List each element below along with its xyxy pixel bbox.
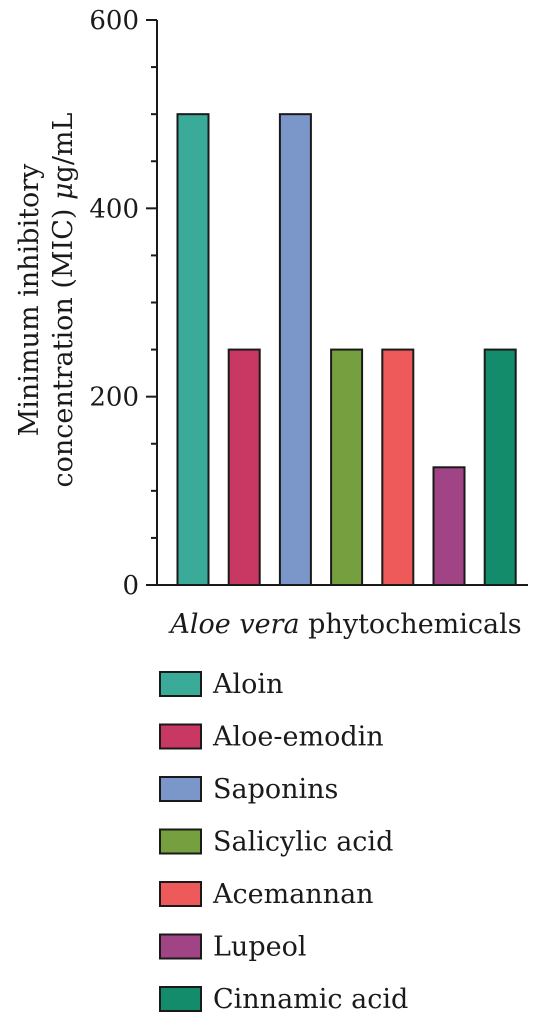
y-tick-label: 600 [89,6,139,36]
legend-swatch-saponins [159,776,202,802]
legend-label-cinnamic-acid: Cinnamic acid [213,984,408,1015]
bar-aloe-emodin [227,348,261,587]
y-axis-title-line1: Minimum inhibitory [14,163,45,436]
legend-swatch-aloe-emodin [159,723,202,750]
bars [176,113,517,587]
y-axis-title-unit: g/mL [48,112,79,182]
legend-swatch-aloin [159,671,202,697]
bar-cinnamic-acid [483,348,517,587]
legend-label-salicylic-acid: Salicylic acid [213,827,393,858]
legend-label-aloin: Aloin [212,669,283,700]
y-tick-label: 0 [122,571,139,601]
x-axis-title: Aloe vera phytochemicals [167,609,521,640]
legend-label-lupeol: Lupeol [213,932,306,963]
legend-swatch-acemannan [159,881,202,907]
bar-saponins [278,113,312,587]
bar-lupeol [432,466,466,586]
bar-salicylic-acid [330,348,364,587]
x-axis-title-italic: Aloe vera [167,609,299,640]
legend-swatch-cinnamic-acid [159,986,202,1012]
y-axis: 0 200 400 600 [89,6,158,601]
legend-label-saponins: Saponins [213,774,338,805]
x-axis-title-rest: phytochemicals [308,609,521,640]
legend-label-aloe-emodin: Aloe-emodin [212,722,384,753]
legend: Aloin Aloe-emodin Saponins Salicylic acid Ac… [159,669,408,1015]
bar-aloin [176,113,210,587]
y-axis-title-prefix: concentration (MIC) [48,200,79,487]
y-tick-label: 200 [89,383,139,413]
y-axis-title-mu: μ [48,182,79,200]
y-tick-label: 400 [89,194,139,224]
y-axis-title-line2: concentration (MIC) μg/mL [48,112,79,487]
legend-swatch-lupeol [159,933,202,960]
legend-swatch-salicylic-acid [159,828,202,855]
legend-label-acemannan: Acemannan [212,879,374,910]
bar-acemannan [381,348,415,587]
